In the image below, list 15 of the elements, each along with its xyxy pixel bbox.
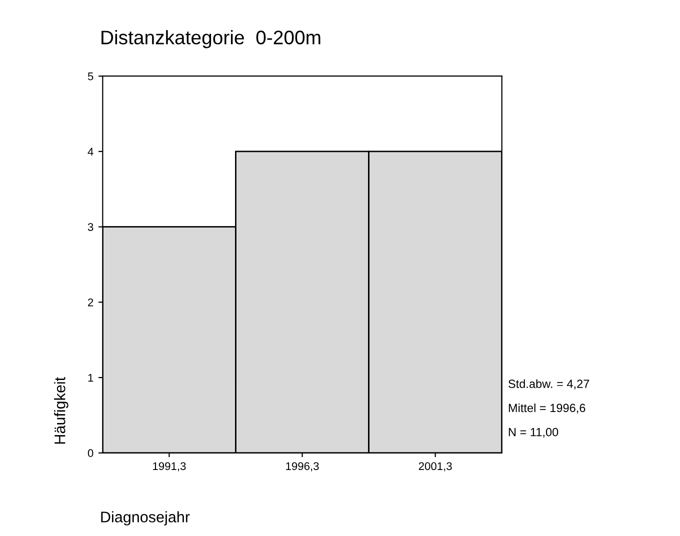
- y-tick-label: 4: [88, 148, 94, 156]
- text: Mittel = 1996,6: [508, 403, 586, 414]
- y-tick-label: 5: [88, 72, 94, 80]
- y-tick-label: 0: [88, 449, 94, 458]
- text: N = 11,00: [508, 428, 558, 438]
- x-axis-title: Diagnosejahr: [101, 511, 190, 526]
- y-tick-label: 2: [88, 298, 94, 306]
- text: Std.abw. = 4,27: [508, 379, 590, 390]
- chart-title: Distanzkategorie 0-200m: [102, 30, 320, 48]
- y-axis-title: Häufigkeit: [54, 377, 68, 444]
- y-tick-label: 3: [88, 223, 94, 231]
- y-tick-label: 1: [88, 374, 94, 382]
- x-tick-label: 1996,3: [286, 462, 319, 472]
- x-tick-label: 1991,3: [153, 462, 186, 472]
- x-tick-label: 2001,3: [418, 462, 452, 472]
